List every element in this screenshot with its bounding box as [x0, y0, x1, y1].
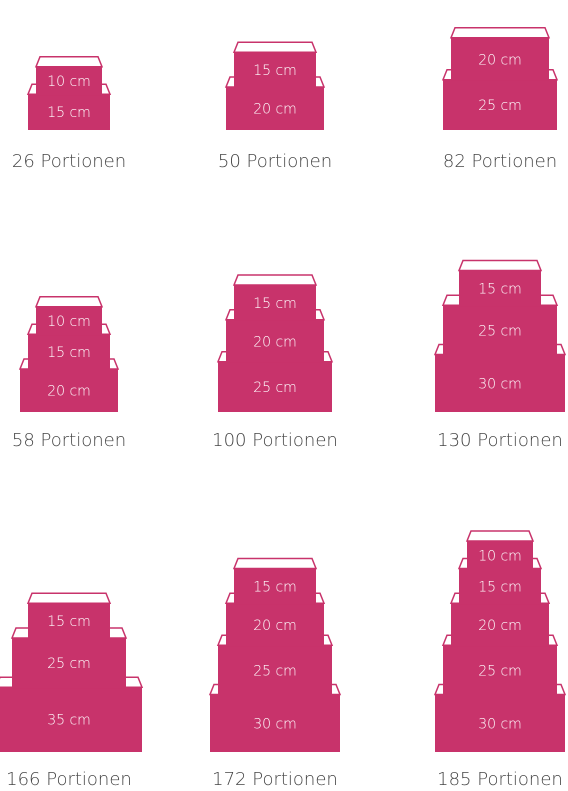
portions-label: 100 Portionen: [212, 430, 338, 451]
tier-label: 20 cm: [478, 618, 522, 634]
cake-size-diagram: 15 cm 10 cm 26 Portionen 20 cm 15 cm 50 Porti…: [0, 0, 568, 791]
cake: 20 cm 15 cm 10 cm 58 Portionen: [12, 297, 126, 451]
tier-top: [234, 275, 316, 285]
portions-label: 185 Portionen: [437, 769, 563, 790]
tier-top: [36, 57, 102, 67]
tier-top: [467, 531, 533, 541]
tier-label: 25 cm: [253, 663, 297, 679]
portions-label: 50 Portionen: [218, 151, 332, 172]
tier-label: 10 cm: [478, 548, 522, 564]
portions-label: 58 Portionen: [12, 430, 126, 451]
portions-label: 130 Portionen: [437, 430, 563, 451]
tier-label: 25 cm: [478, 98, 522, 114]
cake: 15 cm 10 cm 26 Portionen: [12, 57, 126, 172]
tier-label: 25 cm: [478, 323, 522, 339]
tier-label: 15 cm: [253, 296, 297, 312]
tier-label: 35 cm: [47, 713, 91, 729]
tier-label: 30 cm: [478, 716, 522, 732]
cake: 20 cm 15 cm 50 Portionen: [218, 42, 332, 172]
cake: 25 cm 20 cm 82 Portionen: [443, 28, 557, 172]
tier-label: 15 cm: [47, 345, 91, 361]
tier-label: 10 cm: [47, 314, 91, 330]
cake: 30 cm 25 cm 15 cm 130 Portionen: [435, 261, 565, 452]
tier-label: 15 cm: [478, 281, 522, 297]
tier-label: 15 cm: [253, 579, 297, 595]
cake: 30 cm 25 cm 20 cm 15 cm 172 Portionen: [210, 559, 340, 791]
tier-top: [459, 261, 541, 271]
tier-label: 25 cm: [47, 656, 91, 672]
tier-top: [234, 42, 316, 52]
tier-label: 20 cm: [253, 334, 297, 350]
tier-label: 20 cm: [47, 384, 91, 400]
tier-top: [36, 297, 102, 307]
portions-label: 26 Portionen: [12, 151, 126, 172]
tier-label: 20 cm: [253, 618, 297, 634]
cake: 30 cm 25 cm 20 cm 15 cm 10 cm 185 Portionen: [435, 531, 565, 790]
portions-label: 166 Portionen: [6, 769, 132, 790]
tier-label: 15 cm: [47, 614, 91, 630]
tier-label: 10 cm: [47, 74, 91, 90]
tier-label: 20 cm: [478, 52, 522, 68]
cake: 25 cm 20 cm 15 cm 100 Portionen: [212, 275, 338, 451]
tier-label: 15 cm: [253, 63, 297, 79]
tier-top: [234, 559, 316, 569]
portions-label: 172 Portionen: [212, 769, 338, 790]
tier-label: 20 cm: [253, 102, 297, 118]
tier-top: [28, 593, 110, 603]
tier-top: [451, 28, 549, 38]
tier-label: 25 cm: [478, 663, 522, 679]
cake: 35 cm 25 cm 15 cm 166 Portionen: [0, 593, 142, 790]
tier-label: 15 cm: [478, 579, 522, 595]
portions-label: 82 Portionen: [443, 151, 557, 172]
tier-label: 30 cm: [253, 716, 297, 732]
tier-label: 25 cm: [253, 380, 297, 396]
tier-label: 15 cm: [47, 105, 91, 121]
tier-label: 30 cm: [478, 376, 522, 392]
